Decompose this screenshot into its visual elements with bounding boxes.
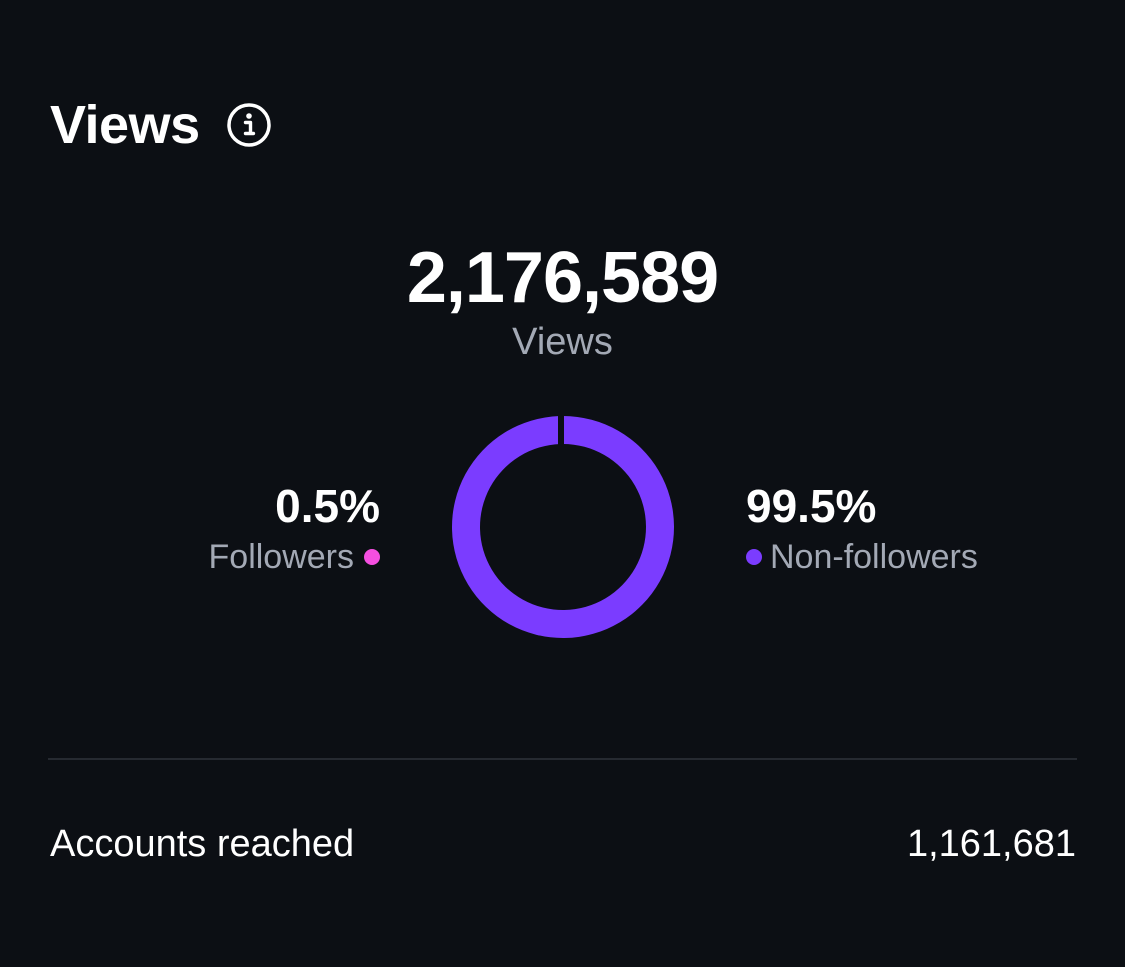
accounts-reached-label: Accounts reached (50, 823, 355, 865)
followers-label-row: Followers (209, 534, 380, 580)
non-followers-label-row: Non-followers (746, 534, 978, 580)
donut-segment-non-followers (452, 416, 674, 638)
section-title: Views (50, 95, 200, 155)
followers-percent: 0.5% (275, 480, 380, 532)
info-icon[interactable] (226, 102, 272, 148)
non-followers-percent: 99.5% (746, 480, 877, 532)
donut-svg (452, 415, 674, 638)
section-header: Views (50, 90, 272, 160)
donut-separator (558, 415, 564, 445)
views-donut-chart (451, 415, 675, 639)
followers-color-dot (364, 549, 380, 565)
followers-legend: 0.5% Followers (209, 478, 380, 580)
accounts-reached-value: 1,161,681 (906, 823, 1076, 865)
views-total-label: Views (512, 321, 613, 363)
non-followers-legend: 99.5% Non-followers (746, 478, 978, 580)
accounts-reached-row: Accounts reached 1,161,681 (50, 818, 1076, 870)
divider (48, 758, 1077, 760)
non-followers-color-dot (746, 549, 762, 565)
non-followers-label: Non-followers (770, 538, 978, 576)
followers-label: Followers (208, 538, 354, 576)
views-total: 2,176,589 (406, 238, 719, 318)
